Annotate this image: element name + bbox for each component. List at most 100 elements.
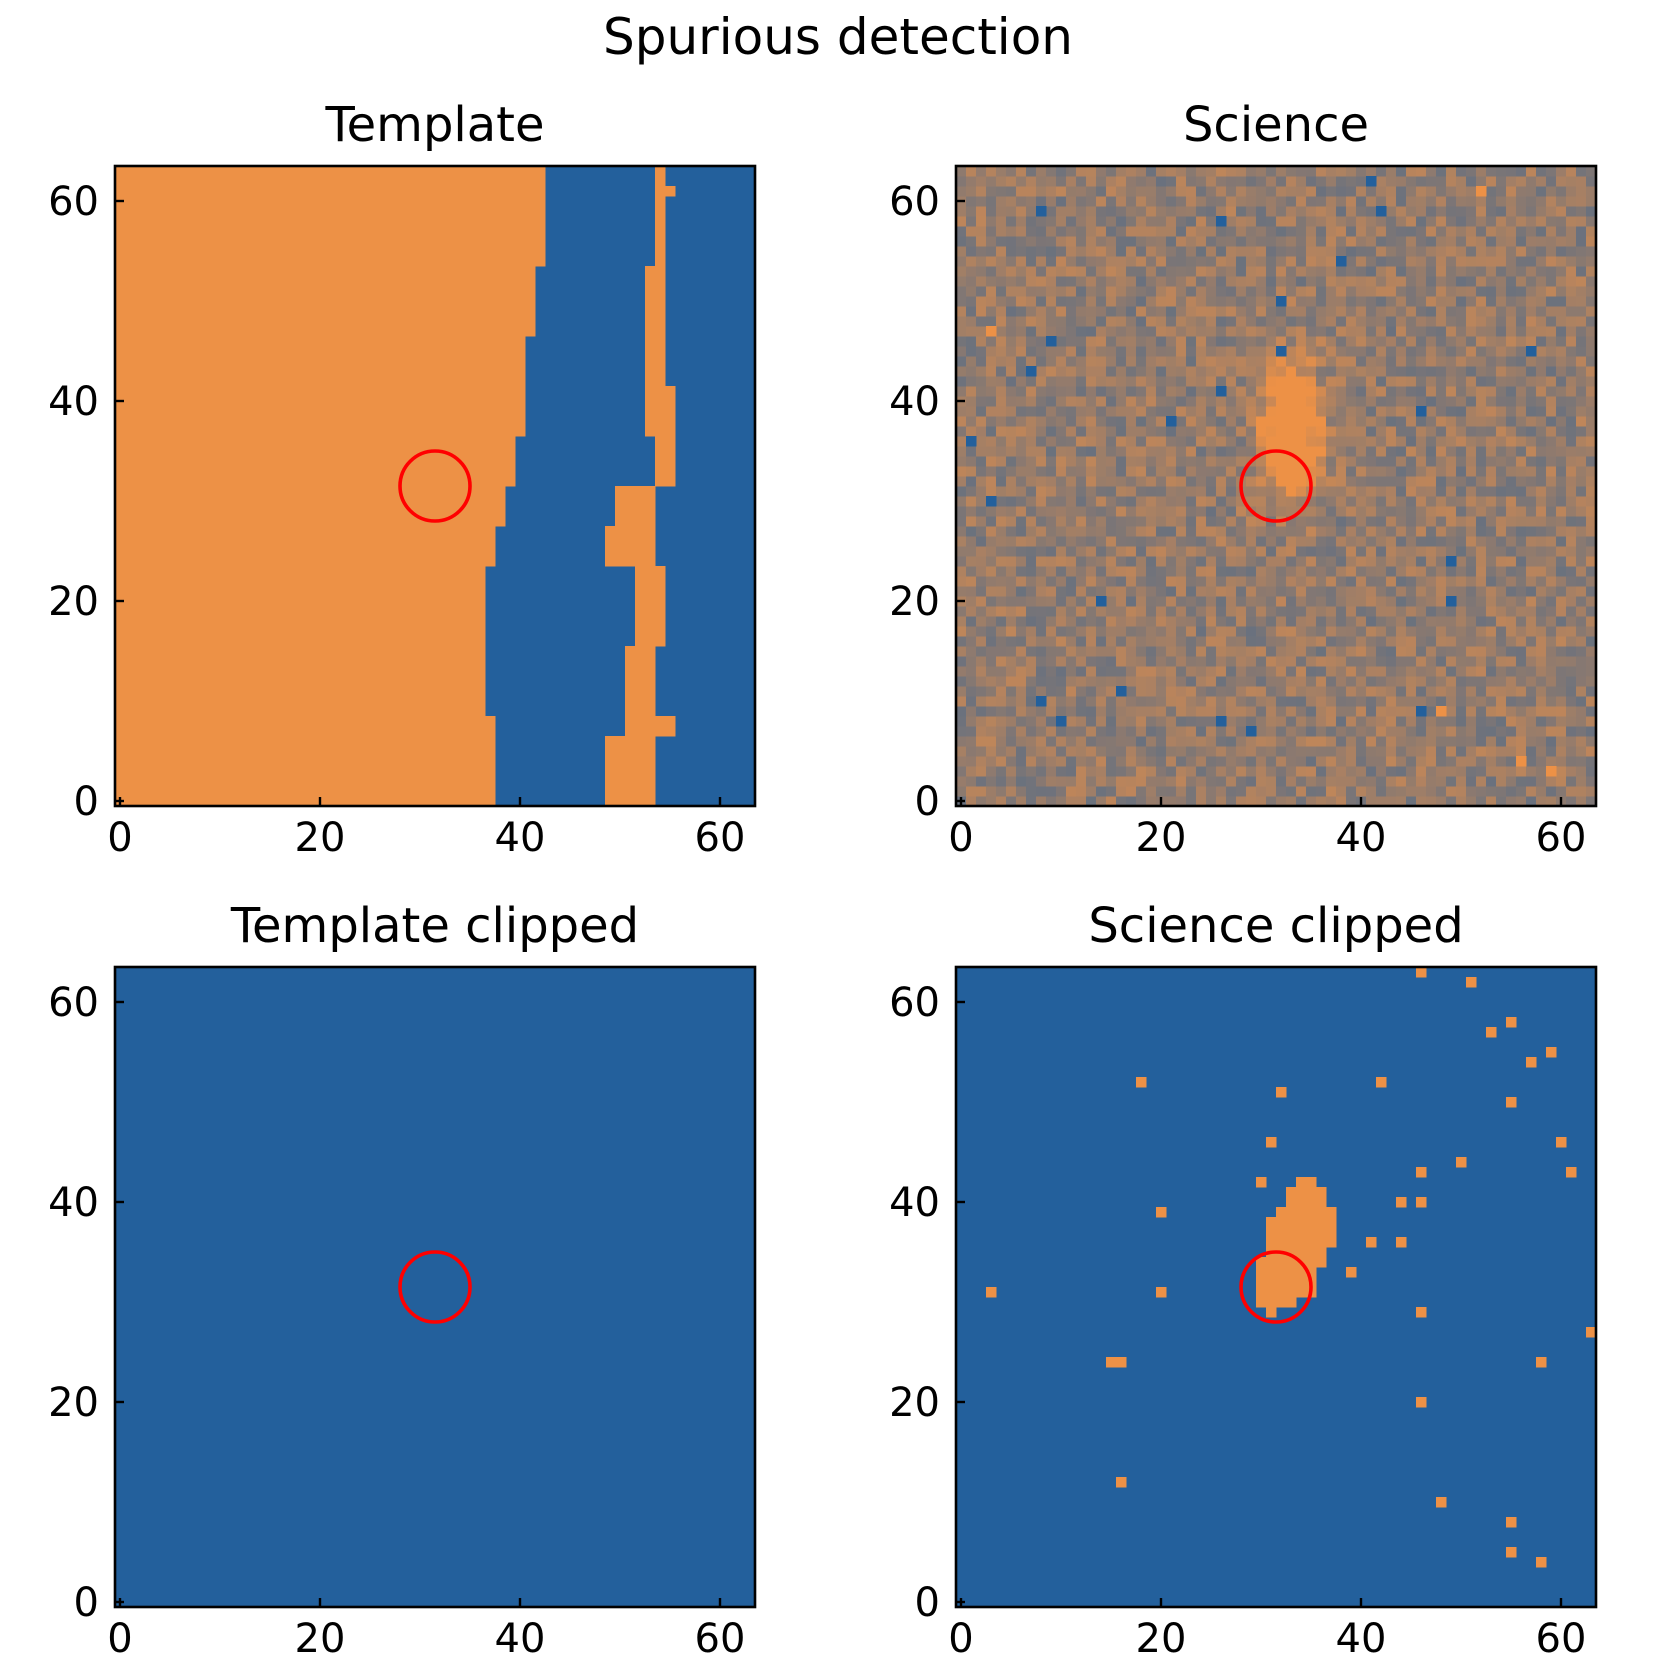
pixel [1236,726,1247,737]
pixel [1556,256,1567,267]
pixel [1226,576,1237,587]
pixel [1496,226,1507,237]
pixel [1536,746,1547,757]
pixel [1226,476,1237,487]
pixel [1026,606,1037,617]
pixel [1506,226,1517,237]
pixel [1286,386,1297,397]
pixel [1246,386,1257,397]
pixel [1246,356,1257,367]
pixel [1586,226,1597,237]
pixel [1326,696,1337,707]
pixel [1536,436,1547,447]
pixel [1066,786,1077,797]
pixel [1016,626,1027,637]
pixel [1226,546,1237,557]
pixel [976,196,987,207]
blob-row [1266,1247,1327,1258]
pixel [1306,356,1317,367]
pixel [1426,266,1437,277]
pixel [1396,696,1407,707]
pixel [1256,236,1267,247]
pixel [1356,786,1367,797]
pixel [1286,456,1297,467]
pixel [956,606,967,617]
pixel [1206,766,1217,777]
pixel [1376,636,1387,647]
pixel [1576,406,1587,417]
pixel [1346,626,1357,637]
pixel [1126,336,1137,347]
pixel [1106,526,1117,537]
pixel [1076,316,1087,327]
pixel [1236,336,1247,347]
pixel [1506,526,1517,537]
pixel [1096,696,1107,707]
pixel [1176,456,1187,467]
pixel [1386,226,1397,237]
pixel [1236,186,1247,197]
pixel [1416,756,1427,767]
pixel [1066,426,1077,437]
pixel [1046,626,1057,637]
pixel [1416,426,1427,437]
pixel [1136,666,1147,677]
pixel [1506,726,1517,737]
pixel [1006,316,1017,327]
pixel [1486,706,1497,717]
pixel [1186,546,1197,557]
pixel [1326,606,1337,617]
pixel [1256,796,1267,807]
pixel [1326,576,1337,587]
pixel [1226,276,1237,287]
y-tick-label: 20 [889,1380,940,1426]
pixel [1586,586,1597,597]
low-pixel [1336,256,1347,267]
pixel [1086,716,1097,727]
pixel [1446,576,1457,587]
pixel [1126,476,1137,487]
pixel [1506,456,1517,467]
pixel [1526,616,1537,627]
pixel [1586,396,1597,407]
pixel [1246,396,1257,407]
pixel [1506,506,1517,517]
pixel [1346,466,1357,477]
pixel [1006,406,1017,417]
pixel [1056,626,1067,637]
pixel [1056,186,1067,197]
pixel [1576,366,1587,377]
pixel [1556,606,1567,617]
pixel [1226,676,1237,687]
pixel [1236,446,1247,457]
pixel [1406,606,1417,617]
pixel [1286,306,1297,317]
pixel [1126,606,1137,617]
pixel [1506,296,1517,307]
pixel [1206,416,1217,427]
low-pixel [1166,416,1177,427]
pixel [1116,646,1127,657]
pixel [1436,656,1447,667]
pixel [986,376,997,387]
pixel [1346,586,1357,597]
band-segment [115,166,546,187]
pixel [1266,546,1277,557]
pixel [1476,786,1487,797]
pixel [1006,466,1017,477]
pixel [1266,316,1277,327]
pixel [1036,486,1047,497]
pixel [1366,206,1377,217]
pixel [1026,796,1037,807]
pixel [1096,726,1107,737]
pixel [1176,696,1187,707]
pixel [1416,496,1427,507]
pixel [1376,726,1387,737]
pixel [1066,416,1077,427]
pixel [1326,436,1337,447]
pixel [1376,666,1387,677]
pixel [1386,436,1397,447]
pixel [996,416,1007,427]
pixel [1106,206,1117,217]
pixel [1066,186,1077,197]
